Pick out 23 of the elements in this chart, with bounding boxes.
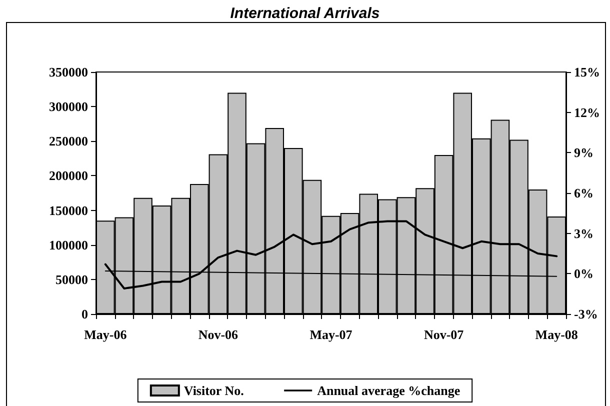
y-tick-label: 200000 <box>49 168 88 184</box>
x-tick-label: May-08 <box>535 327 578 342</box>
x-tick-label: Nov-07 <box>424 327 464 342</box>
x-tick-label: May-06 <box>84 327 128 342</box>
y-tick-label: 350000 <box>49 64 88 80</box>
y-tick-label: 50000 <box>56 272 88 287</box>
y2-tick-label: 6% <box>574 186 594 200</box>
y-tick-label: 100000 <box>49 237 88 252</box>
y2-tick-label: 9% <box>574 145 594 160</box>
legend-label: Visitor No. <box>184 383 244 398</box>
y2-tick-label: 3% <box>574 226 594 241</box>
y2-tick-label: 12% <box>574 104 600 120</box>
chart-title: International Arrivals <box>230 5 380 22</box>
y-tick-label: 0 <box>82 306 88 322</box>
y2-tick-label: 0% <box>574 266 594 282</box>
x-tick-label: May-07 <box>310 327 353 342</box>
y-tick-label: 300000 <box>49 99 88 114</box>
x-tick-label: Nov-06 <box>198 327 239 342</box>
y2-tick-label: -3% <box>574 306 598 322</box>
y-tick-label: 150000 <box>49 202 88 218</box>
y-tick-label: 250000 <box>49 134 88 149</box>
legend-label: Annual average %change <box>317 383 460 398</box>
y2-tick-label: 15% <box>574 64 600 80</box>
